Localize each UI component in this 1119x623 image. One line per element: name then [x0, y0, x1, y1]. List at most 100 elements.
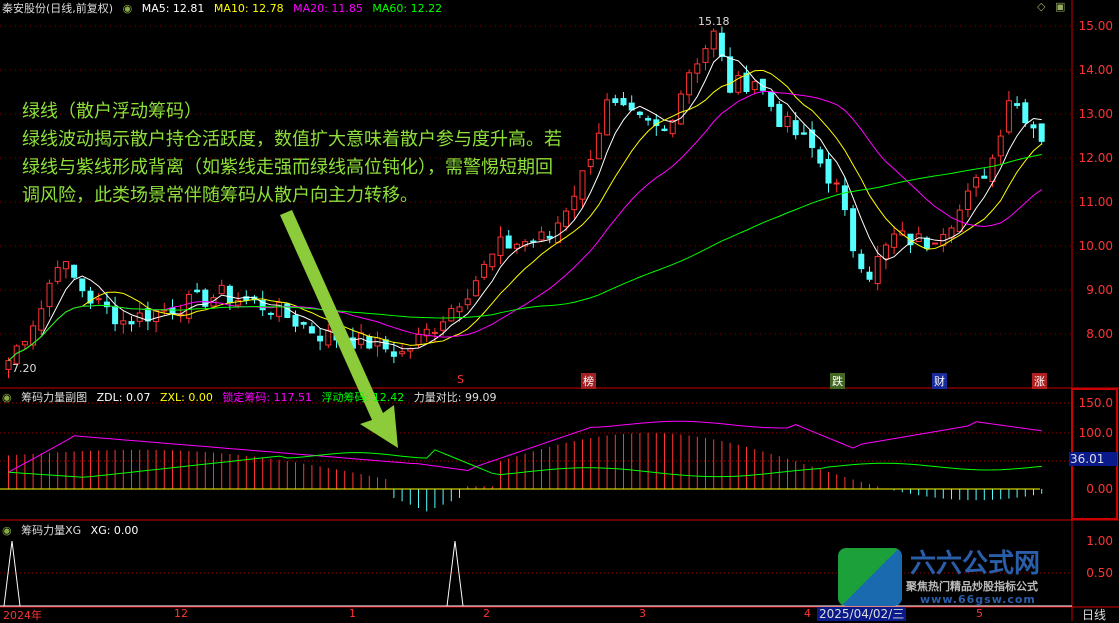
- candle-down: [308, 326, 315, 334]
- marker-zhang[interactable]: 涨: [1032, 373, 1047, 389]
- annotation-title: 绿线（散户浮动筹码）: [22, 101, 202, 122]
- candle-up: [735, 75, 742, 93]
- candle-up: [120, 320, 127, 325]
- annotation-body: 绿线波动揭示散户持仓活跃度，数值扩大意味着散户参与度升高。若绿线与紫线形成背离（…: [22, 129, 562, 206]
- ma10-value: MA10: 12.78: [213, 2, 284, 15]
- ma10-line: [8, 69, 1043, 361]
- candle-up: [153, 310, 160, 322]
- marker-cai[interactable]: 财: [932, 373, 947, 389]
- candle-down: [1038, 123, 1045, 142]
- cursor-date: 2025/04/02/三: [817, 607, 907, 621]
- candle-up: [563, 210, 570, 228]
- candle-down: [792, 120, 799, 136]
- candle-down: [300, 322, 307, 325]
- candle-up: [448, 308, 455, 322]
- marker-s[interactable]: S: [457, 373, 464, 386]
- candle-up: [571, 195, 578, 211]
- period-label[interactable]: 日线: [1082, 608, 1107, 622]
- candle-down: [850, 208, 857, 252]
- candle-down: [825, 158, 832, 184]
- time-label-jan: 1: [349, 607, 356, 620]
- candle-down: [112, 306, 119, 325]
- candle-up: [276, 301, 283, 317]
- indicator-name[interactable]: 筹码力量副图: [21, 391, 88, 404]
- candle-up: [415, 333, 422, 346]
- locked-chips-value: 锁定筹码: 117.51: [222, 391, 313, 404]
- ma20-line: [8, 90, 1042, 361]
- main-header: 秦安股份(日线,前复权) ◉ MA5: 12.81 MA10: 12.78 MA…: [2, 0, 448, 16]
- candle-up: [21, 341, 28, 346]
- candle-down: [636, 111, 643, 116]
- candle-down: [727, 56, 734, 93]
- annotation-text: 绿线（散户浮动筹码） 绿线波动揭示散户持仓活跃度，数值扩大意味着散户参与度升高。…: [22, 98, 562, 210]
- candle-up: [54, 267, 61, 282]
- price-tick: 13.00: [1078, 107, 1113, 121]
- ma5-line: [8, 54, 1042, 361]
- ind-tick-0: 0.00: [1086, 482, 1113, 496]
- candle-down: [800, 132, 807, 135]
- candle-up: [604, 99, 611, 136]
- ma60-value: MA60: 12.22: [372, 2, 443, 15]
- candle-down: [620, 98, 627, 106]
- panel-toggle-icon[interactable]: ▣: [1055, 0, 1066, 13]
- candle-up: [882, 244, 889, 260]
- ma5-value: MA5: 12.81: [141, 2, 205, 15]
- power-ratio-value: 力量对比: 99.09: [413, 391, 497, 404]
- watermark-url: www.66gsw.com: [920, 593, 1036, 606]
- indicator-icon[interactable]: ◉: [2, 391, 12, 404]
- candle-up: [874, 256, 881, 285]
- candle-up: [5, 360, 12, 370]
- candle-up: [431, 331, 438, 334]
- time-label-may: 5: [976, 607, 983, 620]
- candle-up: [423, 328, 430, 337]
- indicator-header: ◉ 筹码力量副图 ZDL: 0.07 ZXL: 0.00 锁定筹码: 117.5…: [2, 389, 502, 405]
- candle-up: [235, 299, 242, 306]
- marker-die[interactable]: 跌: [830, 373, 845, 389]
- diamond-icon[interactable]: ◇: [1037, 0, 1046, 13]
- time-label-apr: 4: [804, 607, 811, 620]
- candle-up: [554, 222, 561, 244]
- low-price-label: 7.20: [12, 362, 37, 375]
- xg-icon[interactable]: ◉: [2, 524, 12, 537]
- xg-tick-1: 1.00: [1086, 534, 1113, 548]
- candle-down: [718, 32, 725, 58]
- candle-up: [669, 119, 676, 135]
- floating-chips-line: [8, 449, 1042, 478]
- candle-up: [30, 325, 37, 346]
- candle-down: [390, 351, 397, 357]
- candle-up: [997, 135, 1004, 157]
- candle-down: [284, 303, 291, 318]
- candle-down: [858, 253, 865, 270]
- stock-title[interactable]: 秦安股份(日线,前复权): [2, 2, 114, 15]
- candle-down: [382, 339, 389, 350]
- candle-down: [267, 312, 274, 315]
- marker-bang[interactable]: 榜: [581, 373, 596, 389]
- candle-down: [194, 289, 201, 293]
- price-tick: 11.00: [1078, 195, 1113, 209]
- candle-up: [46, 282, 53, 308]
- xg-name[interactable]: 筹码力量XG: [21, 524, 82, 537]
- xg-tick-05: 0.50: [1086, 566, 1113, 580]
- floating-chips-value: 浮动筹码: 12.42: [321, 391, 405, 404]
- candle-up: [464, 298, 471, 306]
- watermark-brand: 六六公式网: [910, 549, 1041, 579]
- candle-up: [456, 306, 463, 313]
- candle-up: [989, 157, 996, 182]
- candle-down: [981, 175, 988, 179]
- candle-down: [103, 301, 110, 308]
- candle-down: [87, 290, 94, 304]
- candle-down: [645, 117, 652, 121]
- ma60-line: [8, 154, 1042, 361]
- settings-icon[interactable]: ◉: [122, 2, 133, 15]
- price-tick: 14.00: [1078, 63, 1113, 77]
- locked-chips-line: [8, 420, 1042, 473]
- time-label-mar: 3: [639, 607, 646, 620]
- candle-down: [661, 128, 668, 132]
- candle-up: [513, 243, 520, 249]
- candle-up: [579, 170, 586, 200]
- price-tick: 10.00: [1078, 239, 1113, 253]
- candle-down: [809, 129, 816, 148]
- candle-down: [259, 300, 266, 311]
- candle-up: [964, 190, 971, 211]
- candle-up: [973, 177, 980, 188]
